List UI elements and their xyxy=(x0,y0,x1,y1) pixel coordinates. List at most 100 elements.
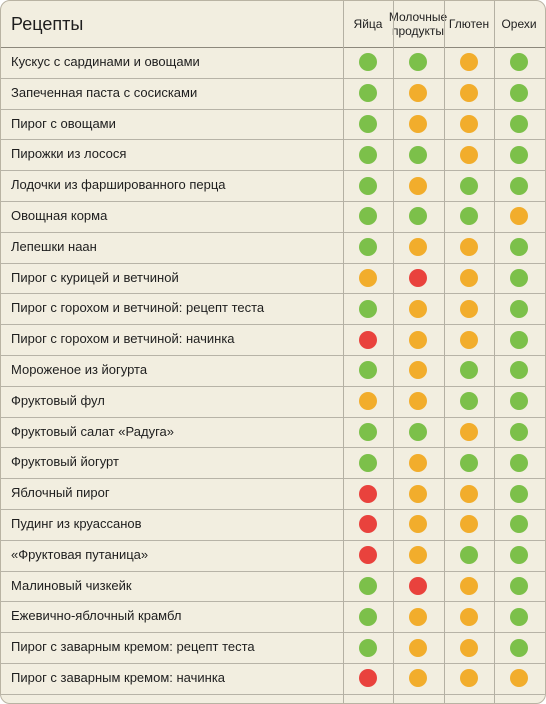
recipe-name: Пирожки из лосося xyxy=(11,146,127,162)
status-dot-nuts xyxy=(510,361,528,380)
table-row: Фруктовый йогурт xyxy=(1,447,545,480)
status-dot-dairy xyxy=(409,268,427,287)
status-dot-nuts xyxy=(510,546,528,565)
status-dot-nuts xyxy=(510,299,528,318)
status-dot-gluten xyxy=(460,268,478,287)
recipe-name: Лодочки из фаршированного перца xyxy=(11,177,226,193)
table-row: Лодочки из фаршированного перца xyxy=(1,170,545,202)
table-row: Мороженое из йогурта xyxy=(1,355,545,387)
status-dot-nuts xyxy=(510,669,528,688)
recipe-name: Фруктовый йогурт xyxy=(11,454,119,470)
column-header-nuts: Орехи xyxy=(501,17,537,31)
status-dot-eggs xyxy=(359,546,377,565)
status-dot-gluten xyxy=(460,607,478,626)
status-dot-gluten xyxy=(460,392,478,411)
status-dot-nuts xyxy=(510,53,528,72)
table-row: Пирог с горохом и ветчиной: начинка xyxy=(1,324,545,356)
status-dot-eggs xyxy=(359,484,377,503)
table-row: Яблочный пирог xyxy=(1,478,545,510)
status-dot-nuts xyxy=(510,607,528,626)
status-dot-gluten xyxy=(460,422,478,441)
table-row: Пирожки из лосося xyxy=(1,139,545,172)
status-dot-dairy xyxy=(409,84,427,103)
recipe-name: «Фруктовая путаница» xyxy=(11,546,149,562)
status-dot-eggs xyxy=(359,453,377,472)
table-row: Лепешки наан xyxy=(1,232,545,264)
status-dot-eggs xyxy=(359,638,377,657)
status-dot-dairy xyxy=(409,392,427,411)
status-dot-dairy xyxy=(409,330,427,349)
status-dot-gluten xyxy=(460,484,478,503)
status-dot-gluten xyxy=(460,114,478,133)
table-row: Запеченная паста с сосисками xyxy=(1,78,545,110)
status-dot-dairy xyxy=(409,576,427,595)
status-dot-dairy xyxy=(409,207,427,226)
status-dot-nuts xyxy=(510,392,528,411)
status-dot-gluten xyxy=(460,638,478,657)
status-dot-eggs xyxy=(359,576,377,595)
status-dot-nuts xyxy=(510,84,528,103)
status-dot-gluten xyxy=(460,576,478,595)
table-row: Пирог с заварным кремом: рецепт теста xyxy=(1,632,545,664)
status-dot-gluten xyxy=(460,53,478,72)
status-dot-nuts xyxy=(510,330,528,349)
status-dot-eggs xyxy=(359,669,377,688)
recipe-name: Пирог с горохом и ветчиной: начинка xyxy=(11,331,235,347)
status-dot-eggs xyxy=(359,268,377,287)
status-dot-dairy xyxy=(409,145,427,164)
status-dot-gluten xyxy=(460,176,478,195)
recipe-name: Пирог с овощами xyxy=(11,115,116,131)
status-dot-nuts xyxy=(510,576,528,595)
recipe-name: Овощная корма xyxy=(11,208,108,223)
status-dot-gluten xyxy=(460,361,478,380)
recipe-name: Пирог с заварным кремом: начинка xyxy=(11,670,226,685)
recipe-name: Фруктовый фул xyxy=(11,392,105,408)
status-dot-nuts xyxy=(510,453,528,472)
table-row: Малиновый чизкейк xyxy=(1,571,545,603)
status-dot-nuts xyxy=(510,638,528,657)
status-dot-nuts xyxy=(510,145,528,164)
status-dot-eggs xyxy=(359,392,377,411)
recipe-name: Яблочный пирог xyxy=(11,485,110,501)
status-dot-eggs xyxy=(359,84,377,103)
table-row: Пирог с горохом и ветчиной: рецепт теста xyxy=(1,293,545,326)
recipe-name: Пудинг из круассанов xyxy=(11,516,142,531)
page-title: Рецепты xyxy=(11,14,84,34)
status-dot-eggs xyxy=(359,114,377,133)
status-dot-gluten xyxy=(460,207,478,226)
column-divider xyxy=(494,1,495,703)
column-header-eggs: Яйца xyxy=(353,17,383,31)
status-dot-eggs xyxy=(359,176,377,195)
status-dot-dairy xyxy=(409,546,427,565)
status-dot-dairy xyxy=(409,422,427,441)
recipe-name: Малиновый чизкейк xyxy=(11,577,132,593)
recipe-name: Пирог с курицей и ветчиной xyxy=(11,269,179,285)
status-dot-dairy xyxy=(409,114,427,133)
status-dot-dairy xyxy=(409,607,427,626)
recipe-name: Ежевично-яблочный крамбл xyxy=(11,608,182,624)
column-header-gluten: Глютен xyxy=(448,17,490,31)
table-row: «Фруктовая путаница» xyxy=(1,540,545,572)
recipe-name: Мороженое из йогурта xyxy=(11,362,148,377)
table-row: Пудинг из круассанов xyxy=(1,509,545,541)
status-dot-dairy xyxy=(409,669,427,688)
recipe-name: Пирог с горохом и ветчиной: рецепт теста xyxy=(11,300,265,316)
recipe-name: Пирог с заварным кремом: рецепт теста xyxy=(11,639,255,655)
table-row: Пирог с курицей и ветчиной xyxy=(1,263,545,295)
status-dot-gluten xyxy=(460,546,478,565)
status-dot-eggs xyxy=(359,299,377,318)
status-dot-nuts xyxy=(510,114,528,133)
status-dot-dairy xyxy=(409,238,427,257)
status-dot-nuts xyxy=(510,238,528,257)
recipe-name: Лепешки наан xyxy=(11,238,97,254)
status-dot-dairy xyxy=(409,638,427,657)
status-dot-dairy xyxy=(409,515,427,534)
table-row: Фруктовый салат «Радуга» xyxy=(1,417,545,449)
table-row: Пирог с заварным кремом: начинка xyxy=(1,663,545,695)
status-dot-dairy xyxy=(409,361,427,380)
column-divider xyxy=(343,1,344,703)
recipe-name: Фруктовый салат «Радуга» xyxy=(11,423,174,439)
status-dot-eggs xyxy=(359,422,377,441)
status-dot-eggs xyxy=(359,330,377,349)
status-dot-gluten xyxy=(460,299,478,318)
